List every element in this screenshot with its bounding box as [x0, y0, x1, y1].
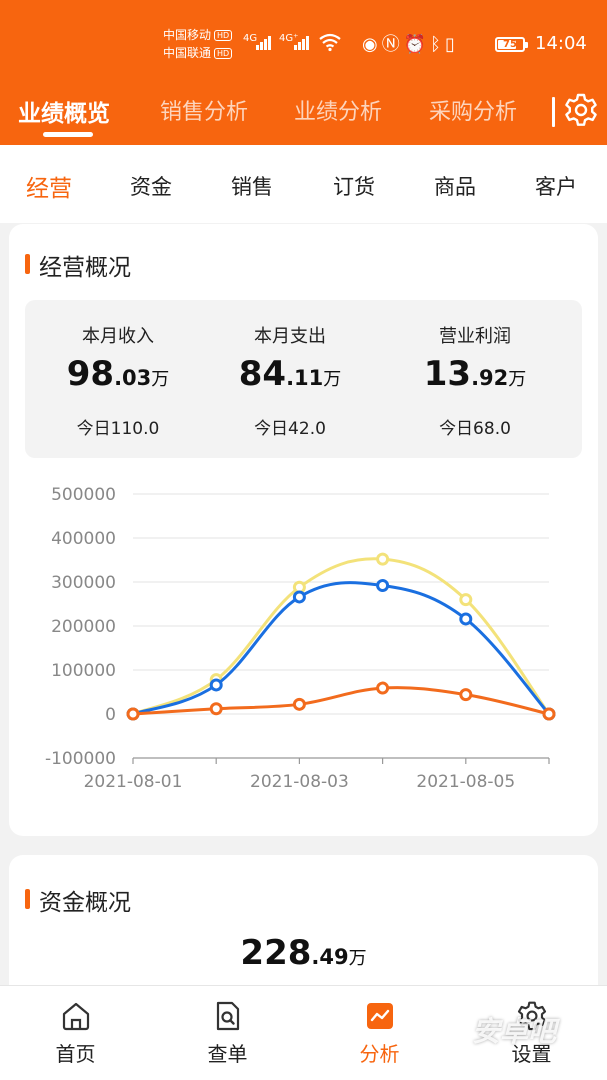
bottom-nav: 首页 查单 分析 设置	[0, 985, 607, 1080]
network-type-2: 4G⁺	[279, 33, 299, 44]
nav-orders[interactable]: 查单	[152, 986, 303, 1080]
hd-badge: HD	[214, 48, 233, 59]
app-header: 中国移动 HD 中国联通 HD 4G 4G⁺ ◉Ⓝ⏰ᛒ▯ 75 14:04 业绩概览…	[0, 0, 607, 145]
nav-settings[interactable]: 设置	[456, 986, 607, 1080]
stat-label: 本月收入	[82, 326, 154, 347]
nav-home[interactable]: 首页	[0, 986, 151, 1080]
y-tick-label: 200000	[51, 617, 116, 637]
y-tick-label: 100000	[51, 661, 116, 681]
tab-performance-analysis[interactable]: 业绩分析	[294, 100, 383, 125]
wifi-icon	[319, 33, 341, 52]
data-point	[376, 552, 390, 566]
section-title: 资金概况	[39, 890, 131, 916]
funds-overview-card: 资金概况 228.49万	[9, 855, 598, 1005]
x-tick-label: 2021-08-03	[250, 772, 349, 792]
data-point	[126, 707, 140, 721]
watermark-logo: 安卓吧	[472, 1015, 557, 1048]
data-point	[292, 590, 306, 604]
eye-icon: ◉	[362, 34, 382, 55]
section-title: 经营概况	[39, 255, 131, 281]
stat-today: 今日42.0	[254, 419, 326, 439]
stat-label: 本月支出	[254, 326, 326, 347]
tab-purchase-analysis[interactable]: 采购分析	[429, 100, 518, 125]
stat-value: 13.92万	[423, 354, 527, 394]
analysis-icon	[367, 1003, 393, 1029]
section-accent	[25, 889, 30, 909]
tab-sales-analysis[interactable]: 销售分析	[160, 100, 249, 125]
subtab-products[interactable]: 商品	[434, 175, 476, 199]
stat-label: 营业利润	[439, 326, 511, 347]
subtab-operation[interactable]: 经营	[26, 176, 72, 202]
clock: 14:04	[535, 33, 587, 54]
search-document-icon	[216, 1001, 240, 1031]
battery-level: 75	[503, 39, 517, 50]
home-icon	[62, 1002, 90, 1031]
tab-performance-overview[interactable]: 业绩概览	[18, 101, 110, 127]
data-point	[376, 579, 390, 593]
y-tick-label: 300000	[51, 573, 116, 593]
nfc-icon: Ⓝ	[381, 34, 404, 55]
active-tab-indicator	[43, 132, 93, 137]
section-accent	[25, 254, 30, 274]
subtab-sales[interactable]: 销售	[231, 175, 273, 199]
operation-overview-card: 经营概况 本月收入 98.03万 今日110.0 本月支出 84.11万 今日4…	[9, 224, 598, 836]
stat-value: 98.03万	[66, 354, 170, 394]
settings-icon	[517, 1001, 547, 1031]
alarm-icon: ⏰	[403, 34, 431, 55]
nav-label: 设置	[511, 1042, 552, 1066]
stat-value: 84.11万	[238, 354, 342, 394]
carrier-2: 中国联通	[163, 46, 212, 60]
network-type-1: 4G	[243, 33, 258, 44]
x-tick-label: 2021-08-05	[416, 772, 515, 792]
funds-total: 228.49万	[240, 933, 367, 973]
stat-today: 今日68.0	[439, 419, 511, 439]
hd-badge: HD	[214, 30, 233, 41]
data-point	[459, 612, 473, 626]
signal-icon	[294, 34, 312, 50]
data-point	[376, 681, 390, 695]
x-tick-label: 2021-08-01	[84, 772, 183, 792]
subtab-customers[interactable]: 客户	[535, 175, 577, 199]
subtab-orders[interactable]: 订货	[333, 175, 375, 199]
y-tick-label: 0	[105, 705, 116, 725]
stats-panel: 本月收入 98.03万 今日110.0 本月支出 84.11万 今日42.0 营…	[25, 300, 582, 458]
status-bar: 中国移动 HD 中国联通 HD 4G 4G⁺ ◉Ⓝ⏰ᛒ▯ 75 14:04	[0, 0, 607, 70]
bluetooth-icon: ᛒ	[430, 34, 445, 55]
data-point	[542, 707, 556, 721]
data-point	[292, 697, 306, 711]
carrier-info: 中国移动 HD 中国联通 HD	[163, 26, 233, 62]
y-tick-label: -100000	[45, 749, 116, 769]
vibrate-icon: ▯	[444, 34, 459, 55]
y-tick-label: 500000	[51, 485, 116, 505]
operation-line-chart: 500000 400000 300000 200000 100000 0 -100000 20…	[45, 485, 556, 792]
sub-tab-bar: 经营 资金 销售 订货 商品 客户	[0, 145, 607, 223]
gear-icon[interactable]	[563, 92, 599, 128]
y-tick-label: 400000	[51, 529, 116, 549]
series-line-2	[132, 686, 550, 716]
data-point	[459, 593, 473, 607]
nav-label: 分析	[359, 1042, 400, 1066]
subtab-funds[interactable]: 资金	[130, 175, 172, 199]
signal-icon	[256, 34, 274, 50]
tab-divider	[552, 97, 555, 127]
data-point	[209, 702, 223, 716]
carrier-1: 中国移动	[163, 28, 212, 42]
nav-label: 首页	[55, 1042, 96, 1066]
top-tab-bar: 业绩概览 销售分析 业绩分析 采购分析	[0, 88, 607, 138]
battery-icon: 75	[495, 37, 528, 52]
nav-label: 查单	[207, 1042, 248, 1066]
data-point	[459, 688, 473, 702]
data-point	[209, 678, 223, 692]
nav-analysis[interactable]: 分析	[304, 986, 455, 1080]
stat-today: 今日110.0	[76, 419, 160, 439]
